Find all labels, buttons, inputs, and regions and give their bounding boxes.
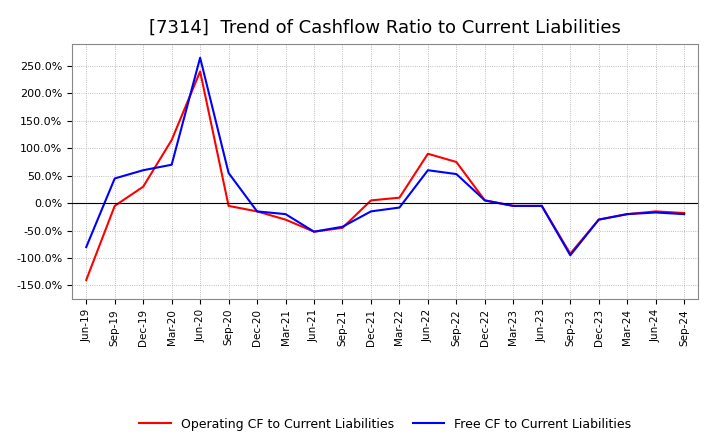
Operating CF to Current Liabilities: [509, 203, 518, 209]
Free CF to Current Liabilities: [480, 198, 489, 203]
Free CF to Current Liabilities: [623, 212, 631, 217]
Operating CF to Current Liabilities: [680, 210, 688, 216]
Operating CF to Current Liabilities: [167, 137, 176, 143]
Free CF to Current Liabilities: [338, 224, 347, 229]
Operating CF to Current Liabilities: [110, 203, 119, 209]
Title: [7314]  Trend of Cashflow Ratio to Current Liabilities: [7314] Trend of Cashflow Ratio to Curren…: [149, 19, 621, 37]
Free CF to Current Liabilities: [167, 162, 176, 167]
Operating CF to Current Liabilities: [310, 229, 318, 235]
Operating CF to Current Liabilities: [595, 217, 603, 222]
Free CF to Current Liabilities: [310, 229, 318, 235]
Operating CF to Current Liabilities: [366, 198, 375, 203]
Free CF to Current Liabilities: [595, 217, 603, 222]
Line: Free CF to Current Liabilities: Free CF to Current Liabilities: [86, 58, 684, 255]
Free CF to Current Liabilities: [110, 176, 119, 181]
Operating CF to Current Liabilities: [139, 184, 148, 189]
Free CF to Current Liabilities: [509, 203, 518, 209]
Free CF to Current Liabilities: [652, 210, 660, 215]
Operating CF to Current Liabilities: [338, 225, 347, 231]
Free CF to Current Liabilities: [537, 203, 546, 209]
Operating CF to Current Liabilities: [253, 209, 261, 214]
Operating CF to Current Liabilities: [423, 151, 432, 156]
Free CF to Current Liabilities: [225, 170, 233, 176]
Operating CF to Current Liabilities: [652, 209, 660, 214]
Free CF to Current Liabilities: [196, 55, 204, 60]
Operating CF to Current Liabilities: [282, 217, 290, 222]
Operating CF to Current Liabilities: [82, 277, 91, 282]
Free CF to Current Liabilities: [253, 209, 261, 214]
Free CF to Current Liabilities: [82, 245, 91, 250]
Free CF to Current Liabilities: [395, 205, 404, 210]
Operating CF to Current Liabilities: [566, 251, 575, 256]
Operating CF to Current Liabilities: [196, 69, 204, 74]
Line: Operating CF to Current Liabilities: Operating CF to Current Liabilities: [86, 71, 684, 280]
Operating CF to Current Liabilities: [480, 198, 489, 203]
Operating CF to Current Liabilities: [395, 195, 404, 200]
Operating CF to Current Liabilities: [225, 203, 233, 209]
Free CF to Current Liabilities: [680, 212, 688, 217]
Free CF to Current Liabilities: [452, 172, 461, 177]
Free CF to Current Liabilities: [566, 253, 575, 258]
Free CF to Current Liabilities: [139, 168, 148, 173]
Operating CF to Current Liabilities: [537, 203, 546, 209]
Free CF to Current Liabilities: [366, 209, 375, 214]
Operating CF to Current Liabilities: [623, 212, 631, 217]
Operating CF to Current Liabilities: [452, 159, 461, 165]
Free CF to Current Liabilities: [282, 212, 290, 217]
Legend: Operating CF to Current Liabilities, Free CF to Current Liabilities: Operating CF to Current Liabilities, Fre…: [135, 413, 636, 436]
Free CF to Current Liabilities: [423, 168, 432, 173]
